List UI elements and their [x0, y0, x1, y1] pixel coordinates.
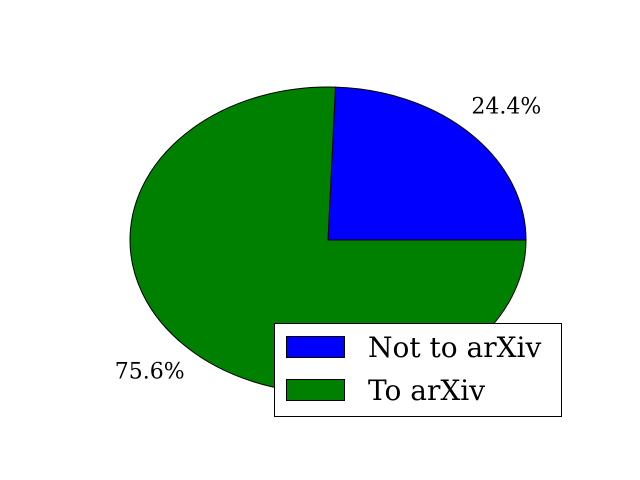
legend-label-to-arxiv: To arXiv [368, 374, 485, 407]
legend-swatch-not-to-arxiv [286, 336, 345, 358]
legend-label-not-to-arxiv: Not to arXiv [368, 331, 541, 364]
percent-labels: 24.4% 75.6% [115, 94, 541, 384]
pie-slice-not-to-arxiv [327, 86, 527, 241]
legend-swatch-to-arxiv [286, 379, 345, 401]
percent-label-to-arxiv: 75.6% [115, 360, 185, 385]
percent-label-not-to-arxiv: 24.4% [471, 94, 541, 119]
legend: Not to arXiv To arXiv [274, 323, 562, 417]
